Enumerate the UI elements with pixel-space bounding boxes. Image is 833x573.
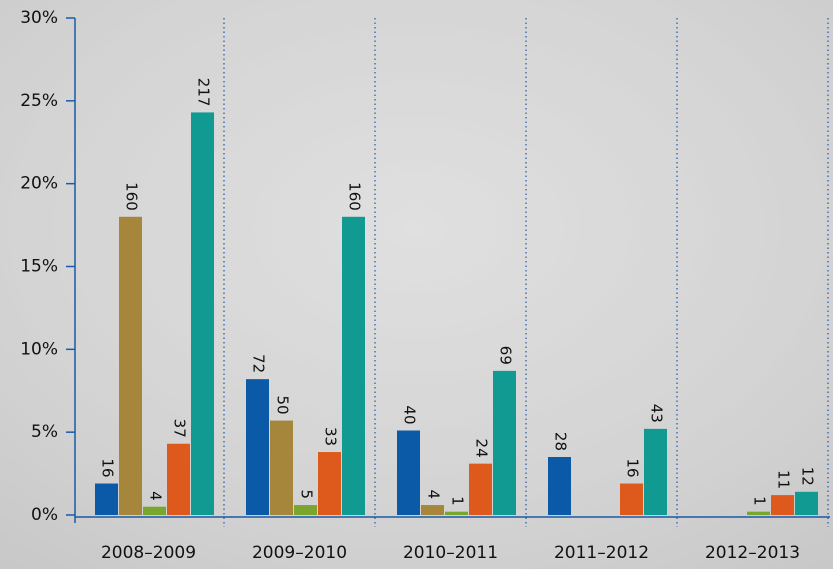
value-label: 16 bbox=[624, 458, 642, 477]
value-label: 1 bbox=[449, 496, 467, 506]
y-tick-label: 20% bbox=[20, 174, 58, 194]
value-label: 217 bbox=[195, 78, 213, 107]
bar bbox=[167, 444, 190, 515]
bar bbox=[294, 505, 317, 515]
bar bbox=[318, 452, 341, 515]
value-label: 28 bbox=[552, 432, 570, 451]
x-tick-label: 2009–2010 bbox=[252, 543, 347, 563]
value-label: 33 bbox=[322, 427, 340, 446]
value-label: 5 bbox=[298, 490, 316, 500]
bar bbox=[342, 217, 365, 515]
x-tick-label: 2010–2011 bbox=[403, 543, 498, 563]
bar bbox=[119, 217, 142, 515]
x-tick-label: 2011–2012 bbox=[554, 543, 649, 563]
bar bbox=[469, 464, 492, 515]
value-label: 12 bbox=[799, 467, 817, 486]
bar bbox=[421, 505, 444, 515]
bar bbox=[95, 484, 118, 515]
bar bbox=[620, 484, 643, 515]
value-label: 69 bbox=[497, 346, 515, 365]
value-label: 37 bbox=[171, 419, 189, 438]
value-label: 4 bbox=[425, 490, 443, 500]
y-tick-label: 0% bbox=[31, 505, 58, 525]
bar bbox=[644, 429, 667, 515]
x-tick-label: 2012–2013 bbox=[705, 543, 800, 563]
value-label: 24 bbox=[473, 439, 491, 458]
x-tick-label: 2008–2009 bbox=[101, 543, 196, 563]
value-label: 50 bbox=[274, 395, 292, 414]
chart: 0% 5% 10% 15% 20% 25% 30% 2008–2009 16 160 4 37 217 2… bbox=[0, 0, 833, 569]
bar bbox=[548, 457, 571, 515]
bar bbox=[191, 112, 214, 515]
bar bbox=[143, 507, 166, 515]
bar bbox=[246, 379, 269, 515]
value-label: 160 bbox=[346, 182, 364, 211]
bar bbox=[747, 512, 770, 515]
value-label: 16 bbox=[99, 458, 117, 477]
y-tick-label: 15% bbox=[20, 257, 58, 277]
value-label: 160 bbox=[123, 182, 141, 211]
bar bbox=[270, 421, 293, 515]
y-tick-label: 10% bbox=[20, 339, 58, 359]
y-tick-label: 30% bbox=[20, 8, 58, 28]
value-label: 1 bbox=[751, 496, 769, 506]
value-label: 11 bbox=[775, 470, 793, 489]
value-label: 72 bbox=[250, 354, 268, 373]
value-label: 40 bbox=[401, 405, 419, 424]
y-tick-label: 5% bbox=[31, 422, 58, 442]
bar bbox=[771, 495, 794, 515]
value-label: 43 bbox=[648, 404, 666, 423]
bar bbox=[493, 371, 516, 515]
y-tick-label: 25% bbox=[20, 91, 58, 111]
bar bbox=[795, 492, 818, 515]
bar bbox=[397, 431, 420, 515]
value-label: 4 bbox=[147, 491, 165, 501]
bar bbox=[445, 512, 468, 515]
